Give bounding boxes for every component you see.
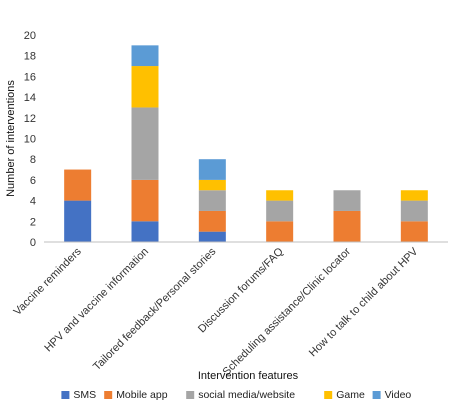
bar-segment [198, 190, 226, 211]
bar-segment [400, 190, 428, 201]
x-tick-label: Vaccine reminders [11, 245, 84, 318]
y-tick-label: 20 [24, 30, 36, 42]
bar-segment [333, 190, 361, 211]
y-tick-label: 4 [30, 196, 36, 208]
legend: SMS Mobile app social media/website Game Vid… [61, 389, 411, 401]
legend-label: Game [336, 389, 365, 401]
y-axis-ticks: 0 2 4 6 8 10 12 14 16 18 20 [24, 30, 36, 249]
x-axis-title: Intervention features [198, 370, 299, 382]
legend-item: social media/website [186, 389, 295, 401]
bar-segment [198, 179, 226, 191]
bar-segment [64, 200, 92, 242]
bar-segment [198, 159, 226, 180]
y-tick-label: 2 [30, 216, 36, 228]
legend-swatch [104, 391, 113, 399]
bar-segment [64, 169, 92, 201]
legend-item: Video [372, 389, 412, 401]
legend-label: SMS [73, 389, 96, 401]
bar-segment [131, 66, 159, 108]
legend-swatch [324, 391, 333, 399]
y-axis-title: Number of interventions [5, 80, 17, 197]
bar-segment [333, 210, 361, 242]
y-tick-label: 14 [24, 92, 36, 104]
bar-segment [131, 221, 159, 242]
bar-segment [266, 221, 294, 242]
y-tick-label: 6 [30, 175, 36, 187]
bar-segment [131, 45, 159, 67]
bar-segment [266, 190, 294, 201]
bar-segment [266, 200, 294, 222]
bar-segment [131, 179, 159, 222]
bars-group [64, 45, 428, 242]
y-tick-label: 0 [30, 237, 36, 249]
y-tick-label: 10 [24, 134, 36, 146]
bar-segment [198, 231, 226, 242]
legend-swatch [186, 391, 195, 399]
y-tick-label: 18 [24, 51, 36, 63]
legend-swatch [61, 391, 70, 399]
legend-swatch [372, 391, 381, 399]
legend-label: Mobile app [116, 389, 168, 401]
legend-item: Game [324, 389, 365, 401]
legend-item: SMS [61, 389, 96, 401]
x-tick-label: How to talk to child about HPV [307, 245, 421, 359]
x-tick-label: Scheduling assistance/Clinic locator [221, 245, 354, 378]
y-tick-label: 16 [24, 71, 36, 83]
bar-segment [400, 221, 428, 242]
legend-label: Video [385, 389, 412, 401]
x-tick-label: Tailored feedback/Personal stories [91, 245, 219, 373]
legend-label: social media/website [198, 389, 295, 401]
bar-segment [198, 210, 226, 232]
y-tick-label: 8 [30, 154, 36, 166]
y-tick-label: 12 [24, 113, 36, 125]
bar-segment [400, 200, 428, 222]
legend-item: Mobile app [104, 389, 168, 401]
bar-segment [131, 107, 159, 180]
